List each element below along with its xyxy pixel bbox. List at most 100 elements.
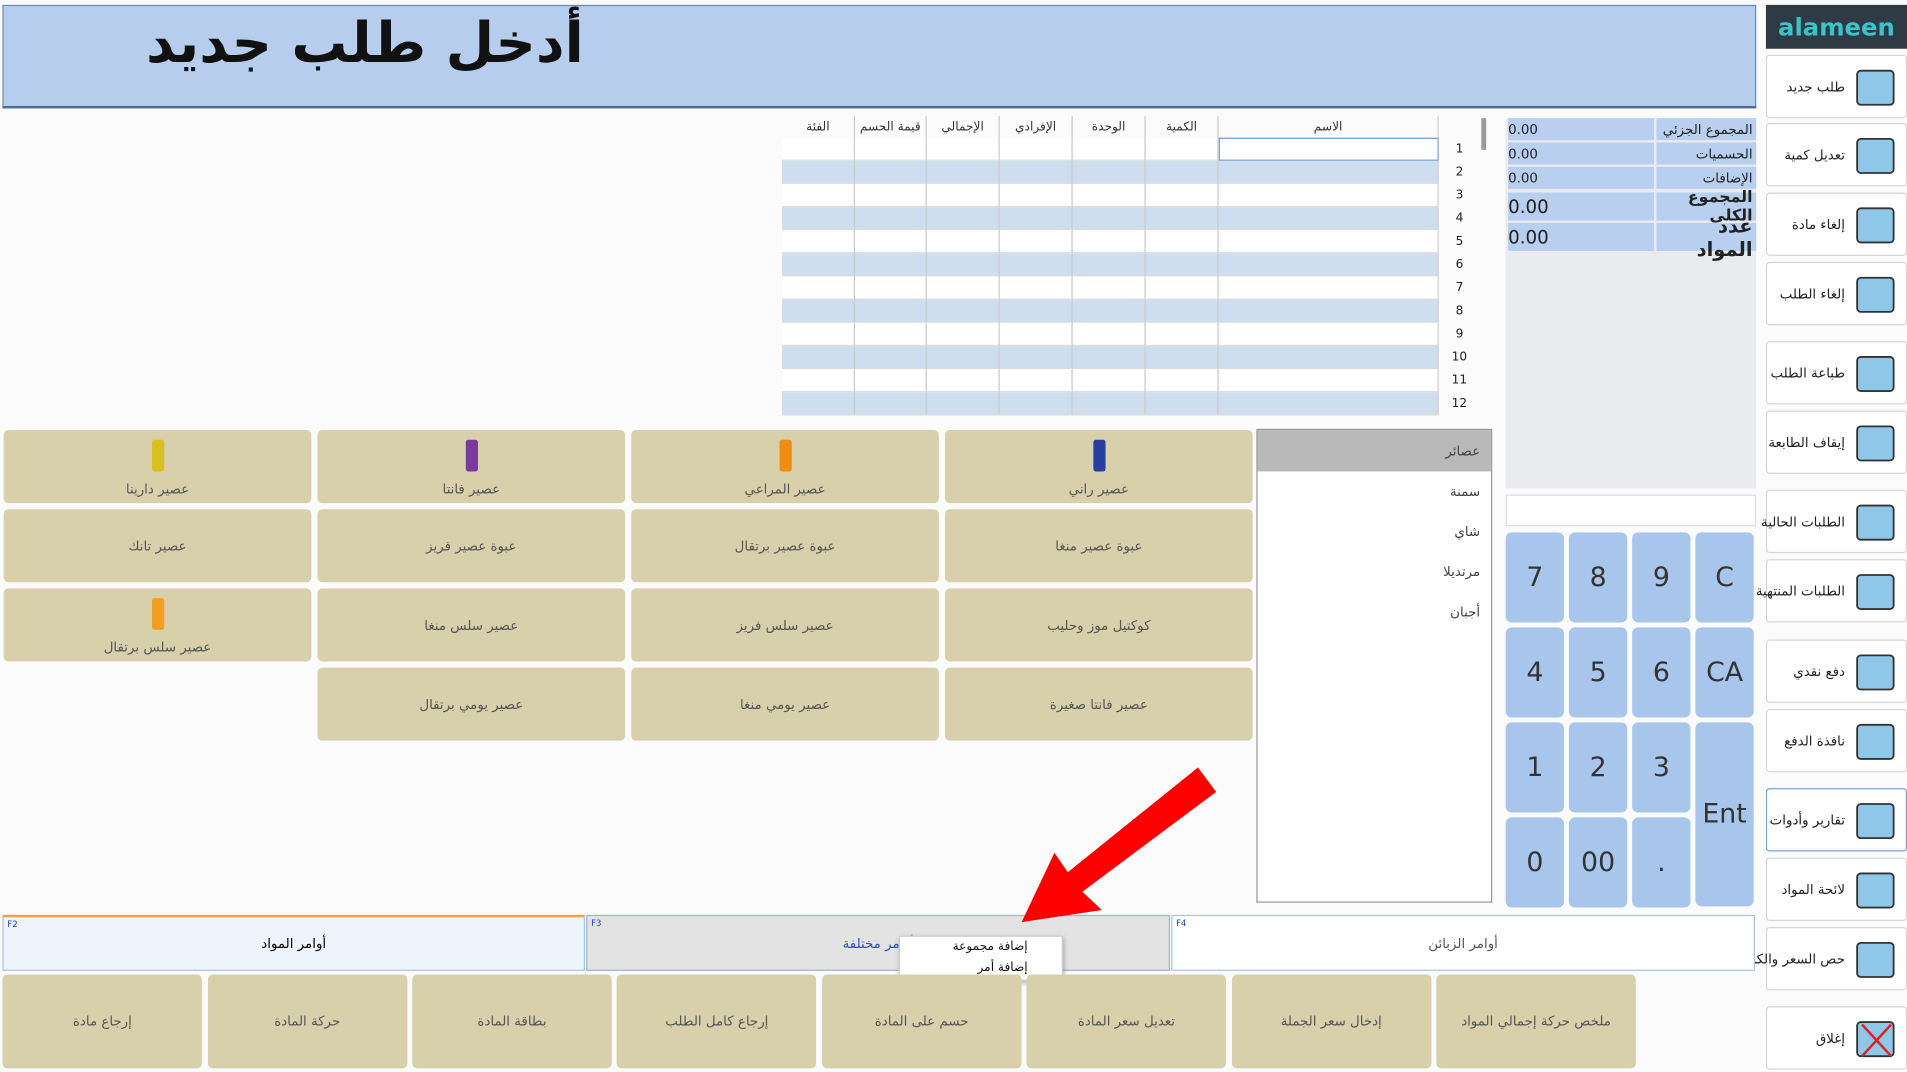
grid-cell[interactable] (1218, 345, 1439, 370)
category-item[interactable]: شاي (1454, 523, 1481, 540)
action-button[interactable]: ملخص حركة إجمالي المواد (1436, 974, 1636, 1069)
keypad-key[interactable]: 3 (1632, 722, 1691, 813)
grid-cell[interactable] (1145, 299, 1219, 323)
grid-cell[interactable] (854, 392, 927, 416)
grid-cell[interactable] (926, 137, 1000, 161)
keypad-key[interactable]: C (1695, 532, 1754, 623)
grid-cell[interactable] (1145, 345, 1219, 370)
grid-cell[interactable] (854, 230, 927, 254)
grid-cell[interactable] (1072, 392, 1146, 416)
keypad-key[interactable]: Ent (1695, 722, 1754, 907)
grid-cell[interactable] (1145, 207, 1219, 231)
product-button[interactable]: عصير يومي برتقال (317, 667, 626, 741)
sidebar-button[interactable]: إيقاف الطابعة (1765, 410, 1907, 474)
keypad-key[interactable]: . (1632, 817, 1691, 908)
grid-cell[interactable] (1218, 183, 1439, 208)
grid-cell[interactable] (926, 369, 1000, 393)
keypad-key[interactable]: 2 (1568, 722, 1628, 813)
grid-cell[interactable] (926, 345, 1000, 370)
sidebar-button[interactable]: تعديل كمية (1765, 123, 1907, 187)
grid-cell[interactable] (1145, 369, 1219, 393)
grid-cell[interactable] (926, 322, 1000, 346)
grid-cell[interactable] (999, 253, 1073, 277)
grid-cell[interactable] (1072, 369, 1146, 393)
product-button[interactable]: عصير فانتا (317, 430, 626, 504)
product-button[interactable]: عصير تانك (3, 509, 312, 583)
product-button[interactable]: عبوة عصير فريز (317, 509, 626, 583)
grid-cell[interactable] (1072, 322, 1146, 346)
grid-cell[interactable] (926, 160, 1000, 184)
keypad-key[interactable]: 0 (1505, 817, 1565, 908)
keypad-key[interactable]: 6 (1632, 627, 1691, 718)
grid-cell[interactable] (926, 253, 1000, 277)
sidebar-button[interactable]: إغلاق (1765, 1006, 1907, 1070)
grid-cell[interactable] (926, 230, 1000, 254)
grid-cell[interactable] (782, 322, 855, 346)
grid-cell[interactable] (1218, 322, 1439, 346)
sidebar-button[interactable]: لائحة المواد (1765, 857, 1907, 921)
action-button[interactable]: إرجاع مادة (2, 974, 203, 1069)
sidebar-button[interactable]: الطلبات المنتهية (1756, 559, 1907, 623)
category-item[interactable]: أجبان (1450, 604, 1481, 621)
action-button[interactable]: بطاقة المادة (412, 974, 612, 1069)
keypad-key[interactable]: 00 (1568, 817, 1628, 908)
grid-cell[interactable] (926, 183, 1000, 208)
grid-cell[interactable] (1218, 299, 1439, 323)
grid-cell[interactable] (1145, 183, 1219, 208)
grid-cell[interactable] (926, 207, 1000, 231)
keypad-key[interactable]: 9 (1632, 532, 1691, 623)
product-button[interactable]: عصير المراعي (631, 430, 939, 504)
grid-cell[interactable] (999, 299, 1073, 323)
grid-cell[interactable] (999, 207, 1073, 231)
grid-cell[interactable] (1145, 160, 1219, 184)
grid-cell[interactable] (999, 137, 1073, 161)
grid-cell[interactable] (854, 160, 927, 184)
grid-cell[interactable] (1145, 230, 1219, 254)
product-button[interactable]: عصير راني (944, 430, 1253, 504)
grid-cell[interactable] (926, 299, 1000, 323)
grid-cell[interactable] (782, 207, 855, 231)
grid-cell[interactable] (782, 392, 855, 416)
sidebar-button[interactable]: تقارير وأدوات (1765, 788, 1907, 852)
category-item[interactable]: عصائر (1257, 430, 1492, 472)
grid-cell[interactable] (782, 137, 855, 161)
grid-cell[interactable] (1218, 137, 1439, 161)
grid-cell[interactable] (1218, 253, 1439, 277)
grid-cell[interactable] (854, 345, 927, 370)
product-button[interactable]: عصير سلس برتقال (3, 588, 312, 662)
grid-cell[interactable] (1218, 230, 1439, 254)
grid-cell[interactable] (1072, 299, 1146, 323)
action-button[interactable]: إدخال سعر الجملة (1231, 974, 1431, 1069)
grid-cell[interactable] (1145, 392, 1219, 416)
grid-cell[interactable] (1072, 137, 1146, 161)
sidebar-button[interactable]: طلب جديد (1765, 54, 1907, 119)
tab[interactable]: F3 أوامر مختلفة (586, 914, 1170, 971)
tab[interactable]: F2 أوامر المواد (2, 914, 585, 971)
grid-cell[interactable] (854, 322, 927, 346)
grid-cell[interactable] (1072, 345, 1146, 370)
grid-cell[interactable] (854, 299, 927, 323)
menu-item[interactable]: إضافة أمر (977, 961, 1028, 975)
grid-cell[interactable] (1218, 160, 1439, 184)
action-button[interactable]: حركة المادة (207, 974, 407, 1069)
grid-cell[interactable] (854, 137, 927, 161)
product-button[interactable]: عصير فانتا صغيرة (944, 667, 1253, 741)
keypad-key[interactable]: 5 (1568, 627, 1628, 718)
grid-cell[interactable] (854, 183, 927, 208)
grid-cell[interactable] (999, 160, 1073, 184)
product-button[interactable]: عصير سلس فريز (631, 588, 939, 662)
grid-cell[interactable] (1072, 276, 1146, 300)
grid-cell[interactable] (1145, 137, 1219, 161)
grid-cell[interactable] (999, 345, 1073, 370)
product-button[interactable]: عصير دارينا (3, 430, 312, 504)
grid-cell[interactable] (782, 369, 855, 393)
grid-cell[interactable] (782, 183, 855, 208)
grid-cell[interactable] (999, 183, 1073, 208)
grid-cell[interactable] (1072, 207, 1146, 231)
sidebar-button[interactable]: دفع نقدي (1765, 639, 1907, 703)
keypad-key[interactable]: 4 (1505, 627, 1565, 718)
grid-cell[interactable] (999, 322, 1073, 346)
action-button[interactable]: تعديل سعر المادة (1026, 974, 1227, 1069)
sidebar-button[interactable]: نافذة الدفع (1765, 708, 1907, 773)
grid-cell[interactable] (1072, 183, 1146, 208)
